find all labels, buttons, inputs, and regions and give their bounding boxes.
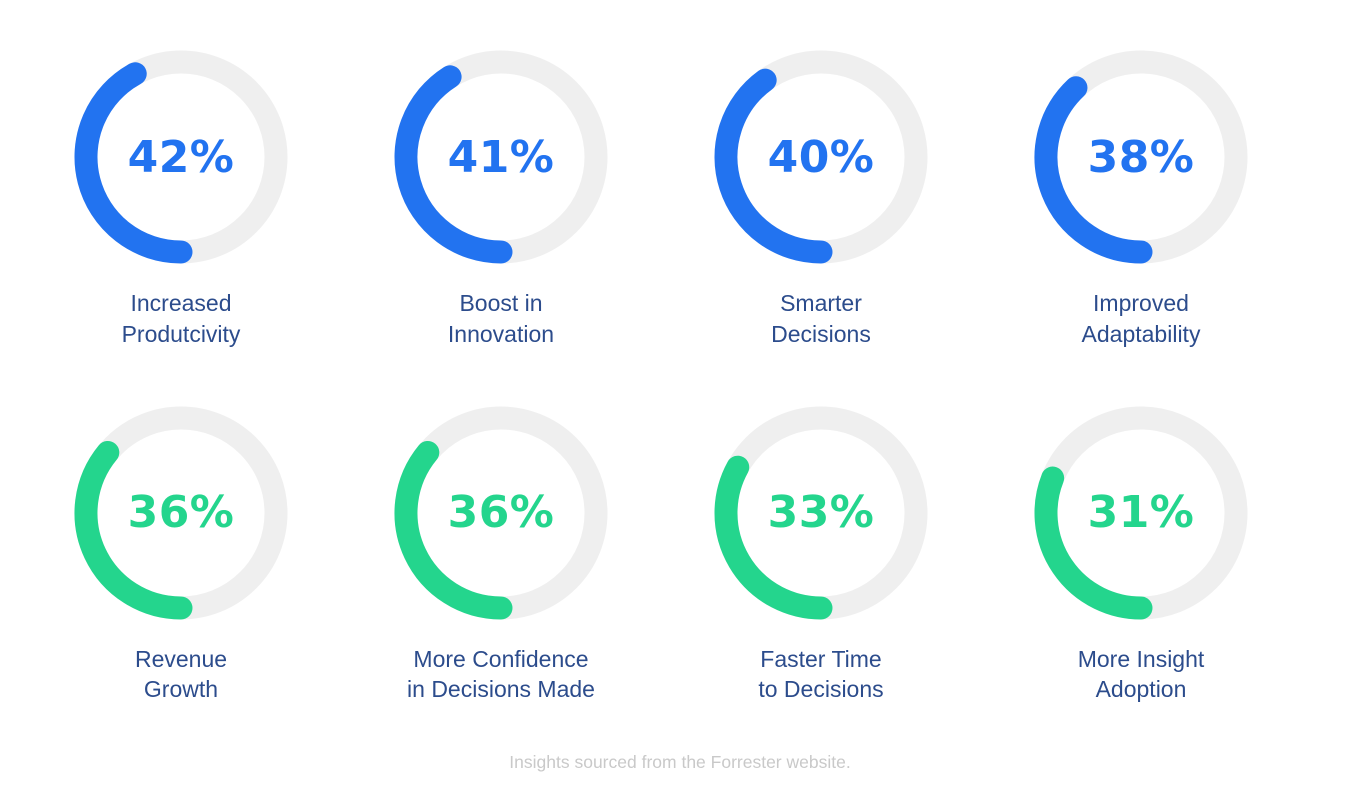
donut-label-line: More Insight: [1077, 645, 1205, 672]
donut-label-line: Innovation: [447, 320, 555, 347]
donut-card-boost-in-innovation: 41% Boost in Innovation: [341, 50, 661, 350]
donut-chart: 40%: [714, 50, 928, 264]
donut-percent-value: 31%: [1087, 487, 1195, 539]
donut-label-line: Boost in: [459, 290, 543, 316]
donut-chart: 41%: [394, 50, 608, 264]
donut-percent-value: 36%: [127, 487, 235, 539]
donut-chart: 36%: [74, 406, 288, 620]
donut-chart: 31%: [1034, 406, 1248, 620]
donut-grid: 42% Increased Produtcivity 41% Boost in …: [21, 50, 1301, 705]
donut-label-line: in Decisions Made: [407, 676, 595, 703]
donut-chart: 38%: [1034, 50, 1248, 264]
donut-label: Boost in Innovation: [448, 288, 554, 350]
donut-label: More Insight Adoption: [1078, 644, 1205, 706]
donut-label-line: More Confidence: [413, 645, 589, 672]
donut-card-more-insight-adoption: 31% More Insight Adoption: [981, 406, 1301, 706]
donut-label-line: Adoption: [1095, 676, 1187, 703]
donut-label-line: Produtcivity: [121, 320, 241, 347]
donut-chart: 36%: [394, 406, 608, 620]
donut-label-line: Growth: [143, 676, 219, 703]
donut-label-line: Adaptability: [1081, 320, 1201, 347]
donut-chart: 33%: [714, 406, 928, 620]
donut-percent-value: 38%: [1087, 131, 1195, 183]
donut-label-line: Decisions: [771, 320, 871, 347]
donut-card-faster-time: 33% Faster Time to Decisions: [661, 406, 981, 706]
donut-card-revenue-growth: 36% Revenue Growth: [21, 406, 341, 706]
donut-label-line: Improved: [1093, 290, 1189, 316]
donut-percent-value: 40%: [767, 131, 875, 183]
donut-label-line: Smarter: [780, 290, 862, 316]
donut-percent-value: 42%: [127, 131, 235, 183]
donut-label: Improved Adaptability: [1082, 288, 1201, 350]
donut-percent-value: 36%: [447, 487, 555, 539]
donut-label: Increased Produtcivity: [122, 288, 241, 350]
donut-percent-value: 41%: [447, 131, 555, 183]
donut-card-smarter-decisions: 40% Smarter Decisions: [661, 50, 981, 350]
donut-label: Faster Time to Decisions: [758, 644, 883, 706]
donut-label: Revenue Growth: [135, 644, 227, 706]
donut-label: More Confidence in Decisions Made: [407, 644, 595, 706]
donut-chart: 42%: [74, 50, 288, 264]
donut-label-line: Revenue: [134, 645, 228, 672]
donut-card-increased-produtcivity: 42% Increased Produtcivity: [21, 50, 341, 350]
donut-label-line: Increased: [130, 290, 232, 316]
donut-card-more-confidence: 36% More Confidence in Decisions Made: [341, 406, 661, 706]
donut-percent-value: 33%: [767, 487, 875, 539]
donut-label-line: Faster Time: [760, 645, 882, 672]
donut-label: Smarter Decisions: [771, 288, 871, 350]
donut-label-line: to Decisions: [758, 676, 884, 703]
source-note: Insights sourced from the Forrester webs…: [509, 752, 851, 772]
donut-card-improved-adaptability: 38% Improved Adaptability: [981, 50, 1301, 350]
